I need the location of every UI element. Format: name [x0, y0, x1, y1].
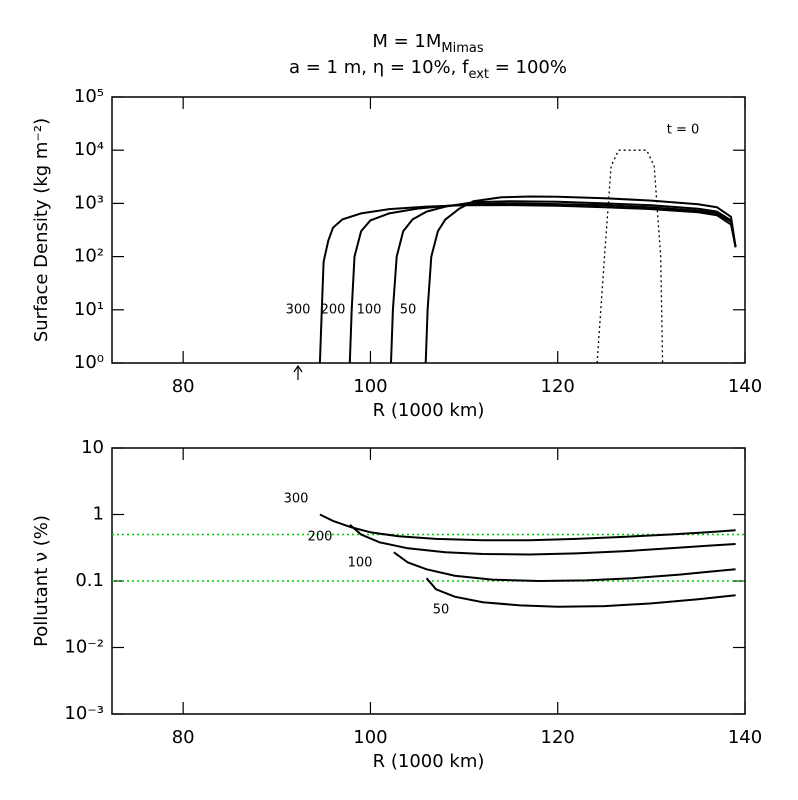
- x-tick-label: 100: [353, 376, 387, 397]
- title-line-1: M = 1MMimas: [372, 31, 484, 56]
- y-tick-label: 10⁵: [74, 86, 104, 107]
- x-tick-label: 120: [541, 727, 575, 748]
- series-label: 50: [433, 603, 450, 618]
- x-tick-label: 100: [353, 727, 387, 748]
- y-tick-label: 10⁻³: [64, 703, 104, 724]
- x-axis-label: R (1000 km): [373, 751, 485, 772]
- series-label: 200: [308, 530, 333, 545]
- series-label: 200: [321, 303, 346, 318]
- title-part: = 100%: [489, 57, 567, 78]
- title-subscript: ext: [468, 67, 489, 82]
- title-subscript: Mimas: [441, 41, 483, 56]
- series-line: [318, 204, 737, 364]
- series-line: [390, 200, 737, 364]
- y-tick-label: 10⁻²: [64, 637, 104, 658]
- y-tick-label: 0.1: [75, 570, 104, 591]
- y-tick-label: 10²: [74, 246, 104, 267]
- series-line: [393, 551, 736, 583]
- x-tick-label: 140: [728, 376, 762, 397]
- series-line: [348, 202, 737, 364]
- x-axis-label: R (1000 km): [373, 400, 485, 421]
- plot-frame: [111, 96, 746, 364]
- y-tick-label: 10: [81, 437, 104, 458]
- y-axis-label: Surface Density (kg m⁻²): [31, 118, 52, 342]
- series-line: [319, 513, 736, 542]
- series-label: 300: [286, 303, 311, 318]
- series-line: [349, 524, 736, 556]
- title-part: a = 1 m, η = 10%, f: [289, 57, 469, 78]
- x-tick-label: 80: [172, 727, 195, 748]
- y-tick-label: 10⁰: [74, 352, 104, 373]
- y-tick-label: 1: [93, 504, 104, 525]
- x-tick-label: 120: [541, 376, 575, 397]
- title-part: M = 1M: [372, 31, 441, 52]
- series-line: [424, 195, 737, 364]
- series-label: 300: [284, 492, 309, 507]
- title-line-2: a = 1 m, η = 10%, fext = 100%: [289, 57, 567, 82]
- y-axis-label: Pollutant ν (%): [31, 515, 52, 647]
- y-tick-label: 10¹: [74, 299, 104, 320]
- series-line: [596, 149, 664, 364]
- position-arrow: [293, 364, 303, 380]
- x-tick-label: 80: [172, 376, 195, 397]
- series-line: [425, 577, 736, 608]
- series-label: 100: [357, 303, 382, 318]
- y-tick-label: 10³: [74, 192, 104, 213]
- series-label: 100: [348, 556, 373, 571]
- series-label: 50: [400, 303, 417, 318]
- y-tick-label: 10⁴: [74, 139, 104, 160]
- x-tick-label: 140: [728, 727, 762, 748]
- series-label: t = 0: [667, 123, 700, 138]
